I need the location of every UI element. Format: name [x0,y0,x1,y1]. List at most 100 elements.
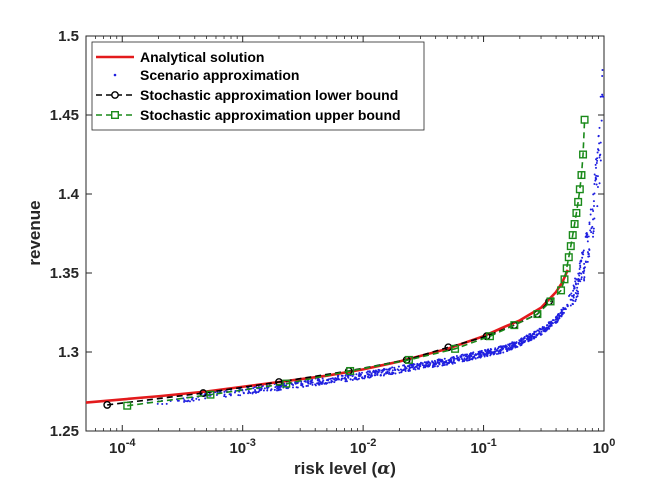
scenario-point [510,347,513,350]
scenario-point [497,350,500,353]
scenario-point [497,352,500,355]
scenario-point [556,314,559,317]
y-tick-label: 1.35 [50,265,79,282]
scenario-point [587,235,590,238]
scenario-point [555,321,558,324]
scenario-point [539,333,542,336]
scenario-point [577,277,580,280]
scenario-point [579,264,582,267]
scenario-point [388,368,391,371]
scenario-point [266,387,269,390]
scenario-point [351,378,354,381]
scenario-point [573,287,576,290]
scenario-point [484,353,487,356]
scenario-point [528,333,531,336]
scenario-point [595,174,598,177]
scenario-point [592,193,595,196]
legend-label-scenario: Scenario approximation [140,67,299,83]
scenario-point [530,335,533,338]
scenario-point [242,392,245,395]
scenario-point [500,347,503,350]
scenario-point [239,394,242,397]
scenario-point [583,279,586,282]
scenario-point [589,208,592,211]
scenario-point [572,289,575,292]
scenario-point [319,382,322,385]
scenario-point [374,374,377,377]
scenario-point [466,353,469,356]
scenario-point [533,330,536,333]
scenario-point [455,354,458,357]
scenario-point [443,357,446,360]
scenario-point [506,349,509,352]
upper-bound-marker [568,231,577,240]
scenario-point [464,353,467,356]
x-tick-label: 10-1 [470,437,496,457]
scenario-point [468,356,471,359]
scenario-point [594,179,597,182]
scenario-point [452,359,455,362]
scenario-point [445,360,448,363]
scenario-point [407,370,410,373]
scenario-point [578,262,581,265]
scenario-point [493,350,496,353]
scenario-point [599,153,602,156]
scenario-point [588,221,591,224]
scenario-point [596,185,599,188]
scenario-point [594,166,597,169]
scenario-point [204,397,207,400]
scenario-point [466,355,469,358]
scenario-point [597,134,600,137]
scenario-point [578,274,581,277]
scenario-point [562,311,565,314]
scenario-point [495,352,498,355]
ticks-layer: 10-4 10-3 10-2 10-1 100 1.25 1.3 1.35 1.4 1.45 1.5 [50,28,616,457]
upper-bound-marker [451,344,460,353]
scenario-point [582,253,585,256]
scenario-point [411,364,414,367]
scenario-point [595,162,598,165]
scenario-point [505,347,508,350]
scenario-point [291,383,294,386]
scenario-point [334,377,337,380]
upper-bound-marker [346,366,355,375]
scenario-point [371,374,374,377]
scenario-point [440,358,443,361]
scenario-point [273,388,276,391]
lower-bound-marker [103,401,112,409]
scenario-point [507,343,510,346]
scenario-point [363,375,366,378]
upper-bound-marker [580,115,589,124]
scenario-point [434,361,437,364]
scenario-point [585,261,588,264]
scenario-point [223,390,226,393]
scenario-point [177,399,180,402]
scenario-point [156,402,159,405]
scenario-point [460,357,463,360]
scenario-point [438,363,441,366]
scenario-point [480,349,483,352]
scenario-point [596,157,599,160]
scenario-point [489,350,492,353]
scenario-point [572,293,575,296]
scenario-point [519,344,522,347]
y-axis-label: revenue [25,200,44,265]
scenario-point [330,377,333,380]
scenario-point [508,345,511,348]
legend: Analytical solution Scenario approximati… [91,41,425,131]
scenario-point [590,231,593,234]
scenario-point [443,361,446,364]
scenario-point [425,363,428,366]
upper-bound-marker [546,297,555,306]
y-tick-label: 1.4 [58,186,80,203]
scenario-point [296,382,299,385]
scenario-point [446,362,449,365]
scenario-point [270,388,273,391]
scenario-point [496,347,499,350]
scenario-point [475,353,478,356]
scenario-point [337,374,340,377]
scenario-point [575,296,578,299]
scenario-point [307,382,310,385]
scenario-point [369,375,372,378]
scenario-point [185,400,188,403]
